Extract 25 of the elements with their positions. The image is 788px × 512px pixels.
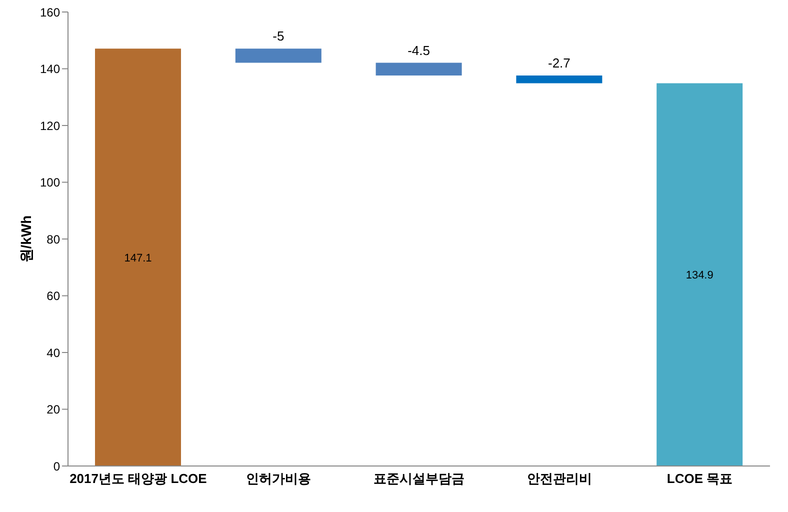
data-label: -2.7 [548, 56, 570, 71]
y-tick-label: 140 [40, 62, 60, 76]
x-tick-label: LCOE 목표 [666, 471, 733, 486]
x-tick-label: 2017년도 태양광 LCOE [70, 471, 208, 486]
y-tick-label: 160 [40, 5, 60, 20]
y-tick-label: 60 [46, 289, 60, 304]
data-label: 147.1 [124, 252, 152, 264]
data-label: 134.9 [686, 270, 714, 282]
x-tick-label: 표준시설부담금 [374, 471, 464, 486]
bar [376, 62, 462, 76]
y-axis-title: 원/kWh [18, 215, 34, 263]
y-tick-label: 80 [46, 232, 60, 246]
bar [95, 48, 181, 466]
data-label: -5 [272, 28, 284, 44]
y-tick-label: 20 [46, 402, 60, 417]
bar [235, 48, 322, 63]
y-tick-label: 0 [53, 459, 60, 474]
y-tick-label: 100 [40, 176, 60, 190]
y-tick-label: 120 [40, 118, 60, 133]
y-tick-label: 40 [46, 346, 60, 360]
x-tick-label: 안전관리비 [526, 471, 592, 486]
data-label: -4.5 [408, 42, 430, 58]
bar [516, 76, 602, 84]
bar [656, 83, 743, 466]
x-tick-label: 인허가비용 [246, 471, 312, 486]
